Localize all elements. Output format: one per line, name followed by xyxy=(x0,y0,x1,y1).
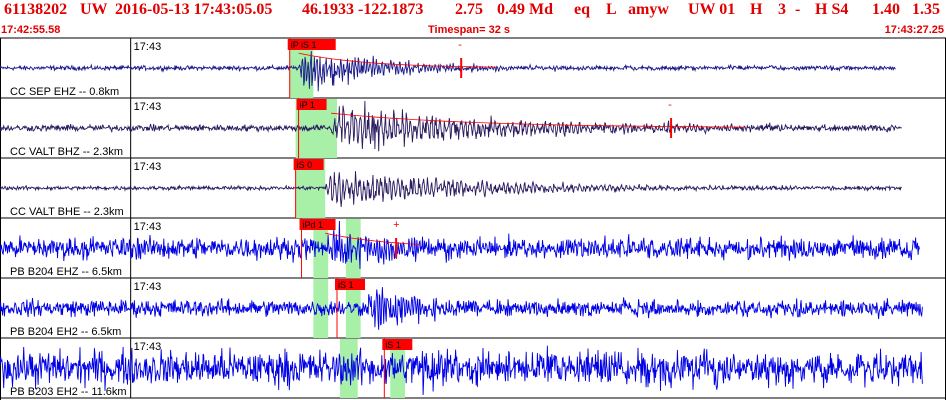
pick-flag xyxy=(299,219,336,230)
coda-fit-curve xyxy=(298,52,497,68)
station-label: CC VALT BHZ -- 2.3km xyxy=(10,146,123,158)
network-code: UW xyxy=(80,1,108,18)
source-code: UW 01 xyxy=(688,1,736,18)
end-time-label: 17:43:27.25 xyxy=(884,24,944,36)
minute-tick-label: 17:43 xyxy=(134,341,162,353)
station-label: PB B204 EHZ -- 6.5km xyxy=(10,266,122,278)
pick-polarity-label: + xyxy=(393,219,399,231)
waveform-trace xyxy=(0,287,923,330)
station-label: PB B203 EH2 -- 11.6km xyxy=(10,386,127,398)
event-type: eq xyxy=(574,1,590,18)
pick-polarity-label: - xyxy=(668,99,672,111)
event-flag: L xyxy=(606,1,617,18)
minute-tick-label: 17:43 xyxy=(134,221,162,233)
pick-flag xyxy=(296,99,327,110)
pick-flag xyxy=(293,159,324,170)
timespan-label: Timespan= 32 s xyxy=(428,24,511,36)
start-time-label: 17:42:55.58 xyxy=(1,24,61,36)
trace-panel: 17:43 iS 1 PB B204 EH2 -- 6.5km xyxy=(0,278,923,338)
pick-label: iS 1 xyxy=(338,280,354,290)
waveform-trace xyxy=(0,171,902,207)
author-name: amyw xyxy=(628,1,669,18)
minute-tick-label: 17:43 xyxy=(134,41,162,53)
minute-tick-label: 17:43 xyxy=(134,101,162,113)
waveform-trace xyxy=(0,220,920,270)
waveform-trace xyxy=(0,51,896,92)
coda-fit-curve xyxy=(331,112,745,128)
analysis-window xyxy=(345,279,361,338)
header-value-2: 1.35 xyxy=(912,1,940,18)
trace-panel: 17:43 iPd 1 + PB B204 EHZ -- 6.5km xyxy=(0,218,920,278)
pick-flag xyxy=(335,279,366,290)
solution-code: H S4 xyxy=(815,1,849,18)
epicenter-coordinates: 46.1933 -122.1873 xyxy=(302,1,424,18)
time-range-bar: 17:42:55.58 Timespan= 32 s 17:43:27.25 xyxy=(0,24,946,38)
event-summary-header: 61138202 UW 2016-05-13 17:43:05.05 46.19… xyxy=(0,0,946,24)
pick-label: iP 1 xyxy=(300,100,315,110)
waveform-trace xyxy=(0,100,902,152)
origin-time: 2016-05-13 17:43:05.05 xyxy=(115,1,273,18)
quality-code: H xyxy=(750,1,763,18)
station-label: CC SEP EHZ -- 0.8km xyxy=(10,86,119,98)
trace-panel: 17:43 iS 0 CC VALT BHE -- 2.3km xyxy=(0,158,902,218)
trace-panel: 17:43 iS 1 PB B203 EH2 -- 11.6km xyxy=(0,338,923,398)
trace-panel: 17:43 iP iS 1 - CC SEP EHZ -- 0.8km xyxy=(0,38,896,98)
coda-fit-curve xyxy=(325,232,420,245)
minute-tick-label: 17:43 xyxy=(134,161,162,173)
magnitude-value: 0.49 Md xyxy=(497,1,553,18)
header-value-1: 1.40 xyxy=(872,1,900,18)
pick-flag xyxy=(287,39,336,50)
minute-tick-label: 17:43 xyxy=(134,281,162,293)
pick-label: iS 1 xyxy=(385,340,401,350)
pick-flag xyxy=(382,339,413,350)
station-label: PB B204 EH2 -- 6.5km xyxy=(10,326,121,338)
pick-label: iPd 1 xyxy=(303,220,324,230)
depth-value: 2.75 xyxy=(455,1,483,18)
pick-label: iS 0 xyxy=(297,160,313,170)
event-id: 61138202 xyxy=(4,1,68,18)
trace-panel: 17:43 iP 1 - CC VALT BHZ -- 2.3km xyxy=(0,98,902,158)
quality-number: 3 xyxy=(778,1,786,18)
pick-polarity-label: - xyxy=(458,39,462,51)
waveform-trace xyxy=(0,345,923,396)
station-label: CC VALT BHE -- 2.3km xyxy=(10,206,124,218)
separator-dash: - xyxy=(795,1,801,18)
pick-label: iP iS 1 xyxy=(291,40,317,50)
